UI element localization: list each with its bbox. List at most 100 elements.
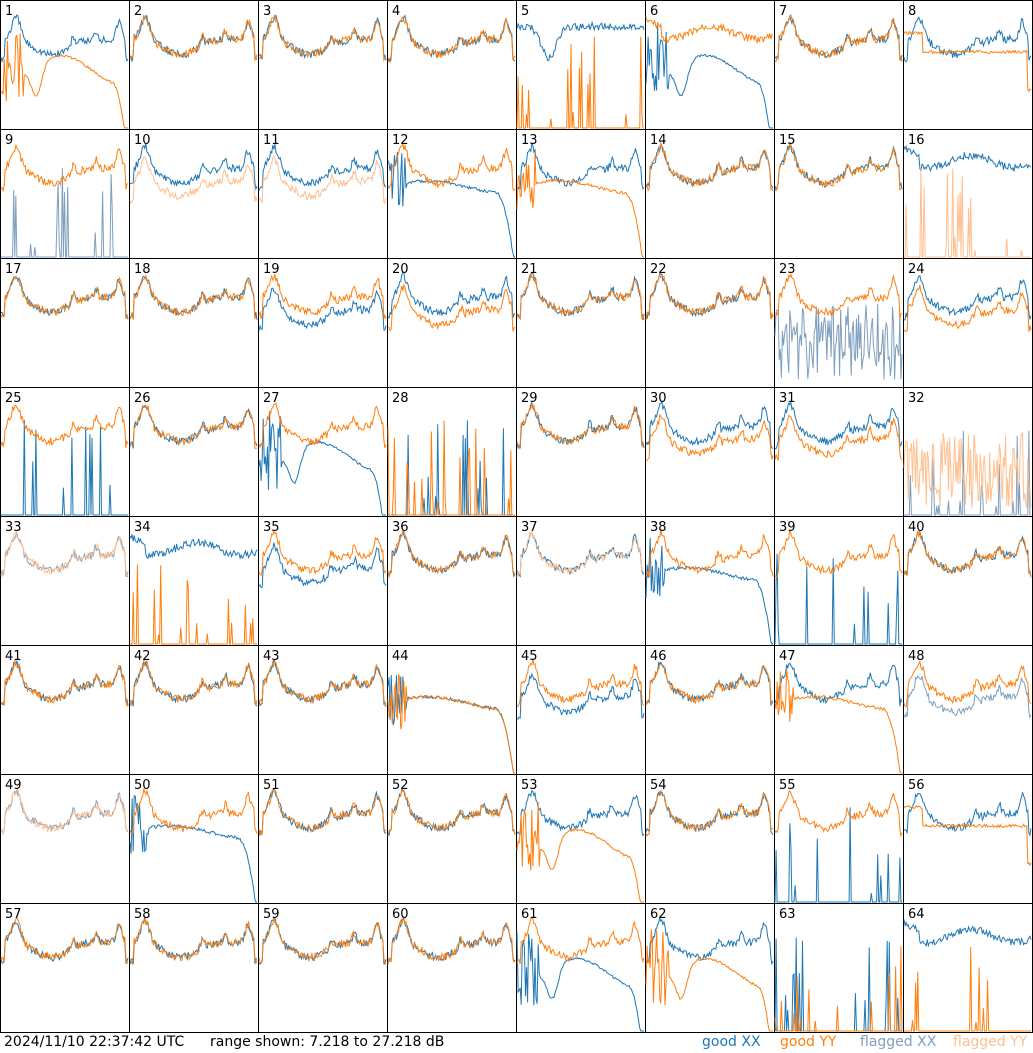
panel-frame [0,516,130,646]
panel-label: 12 [392,133,409,148]
panel-59: 59 [258,903,388,1033]
panel-28: 28 [387,387,517,517]
series-xx [1,419,128,516]
series-yy [645,663,774,706]
panel-frame [516,258,646,388]
panel-14: 14 [645,129,775,259]
panel-1: 1 [0,0,130,130]
panel-label: 32 [908,391,925,406]
panel-frame [774,774,904,904]
panel-label: 7 [779,4,787,19]
series-yy [645,929,773,1032]
series-yy [129,788,258,834]
series-yy [0,917,129,965]
panel-frame [258,129,388,259]
series-yy [258,529,387,577]
panel-label: 22 [650,262,667,277]
panel-63: 63 [774,903,904,1033]
panel-frame [129,516,259,646]
panel-frame [516,387,646,517]
series-yy [258,660,387,707]
series-yy [516,403,645,450]
series-yy [0,404,129,449]
panel-11: 11 [258,129,388,259]
panel-2: 2 [129,0,259,130]
panel-label: 26 [134,391,151,406]
panel-53: 53 [516,774,646,904]
series-xx [904,430,1031,516]
panel-16: 16 [903,129,1033,259]
panel-label: 5 [521,4,529,19]
panel-label: 14 [650,133,667,148]
panel-label: 45 [521,649,538,664]
panel-52: 52 [387,774,517,904]
panel-label: 11 [263,133,280,148]
series-yy [387,789,516,836]
panel-38: 38 [645,516,775,646]
panel-label: 29 [521,391,538,406]
panel-frame [129,258,259,388]
legend-flagged-xx: flagged XX [860,1034,937,1050]
panel-label: 48 [908,649,925,664]
panel-label: 63 [779,907,796,922]
series-yy [516,917,645,965]
panel-35: 35 [258,516,388,646]
series-xx [516,931,644,1032]
panel-label: 13 [521,133,538,148]
series-xx [774,144,903,192]
panel-18: 18 [129,258,259,388]
series-yy [387,16,516,63]
panel-64: 64 [903,903,1033,1033]
series-yy [903,30,1032,92]
series-yy [387,916,516,965]
series-yy [387,530,516,579]
panel-frame [129,903,259,1033]
panel-10: 10 [129,129,259,259]
series-yy [774,789,903,838]
panel-frame [258,774,388,904]
panel-label: 1 [5,4,13,19]
panel-label: 61 [521,907,538,922]
series-yy [904,947,1031,1032]
panel-frame [645,645,775,775]
panel-label: 9 [5,133,13,148]
panel-label: 10 [134,133,151,148]
series-yy [774,414,903,461]
series-yy [645,413,774,462]
panel-label: 46 [650,649,667,664]
panel-frame [387,774,517,904]
panel-label: 40 [908,520,925,535]
panel-17: 17 [0,258,130,388]
panel-frame [645,258,775,388]
series-xx [258,144,387,191]
panel-frame [903,645,1033,775]
panel-frame [0,774,130,904]
panel-label: 56 [908,778,925,793]
series-xx [516,400,645,450]
series-xx [258,287,387,331]
panel-label: 28 [392,391,409,406]
footer: 2024/11/10 22:37:42 UTC range shown: 7.2… [0,1033,1033,1053]
panel-label: 55 [779,778,796,793]
panel-61: 61 [516,903,646,1033]
range-label: range shown: 7.218 to 27.218 dB [210,1034,445,1050]
series-xx [774,553,902,645]
legend-flagged-yy: flagged YY [953,1034,1028,1050]
panel-6: 6 [645,0,775,130]
series-yy [387,283,516,332]
panel-label: 27 [263,391,280,406]
panel-label: 16 [908,133,925,148]
panel-26: 26 [129,387,259,517]
series-xx [516,20,645,62]
panel-frame [0,387,130,517]
series-yy [0,660,129,707]
panel-3: 3 [258,0,388,130]
series-yy [258,273,387,320]
panel-label: 59 [263,907,280,922]
panel-20: 20 [387,258,517,388]
panel-25: 25 [0,387,130,517]
panel-label: 41 [5,649,22,664]
panel-frame [387,258,517,388]
panel-label: 50 [134,778,151,793]
panel-36: 36 [387,516,517,646]
